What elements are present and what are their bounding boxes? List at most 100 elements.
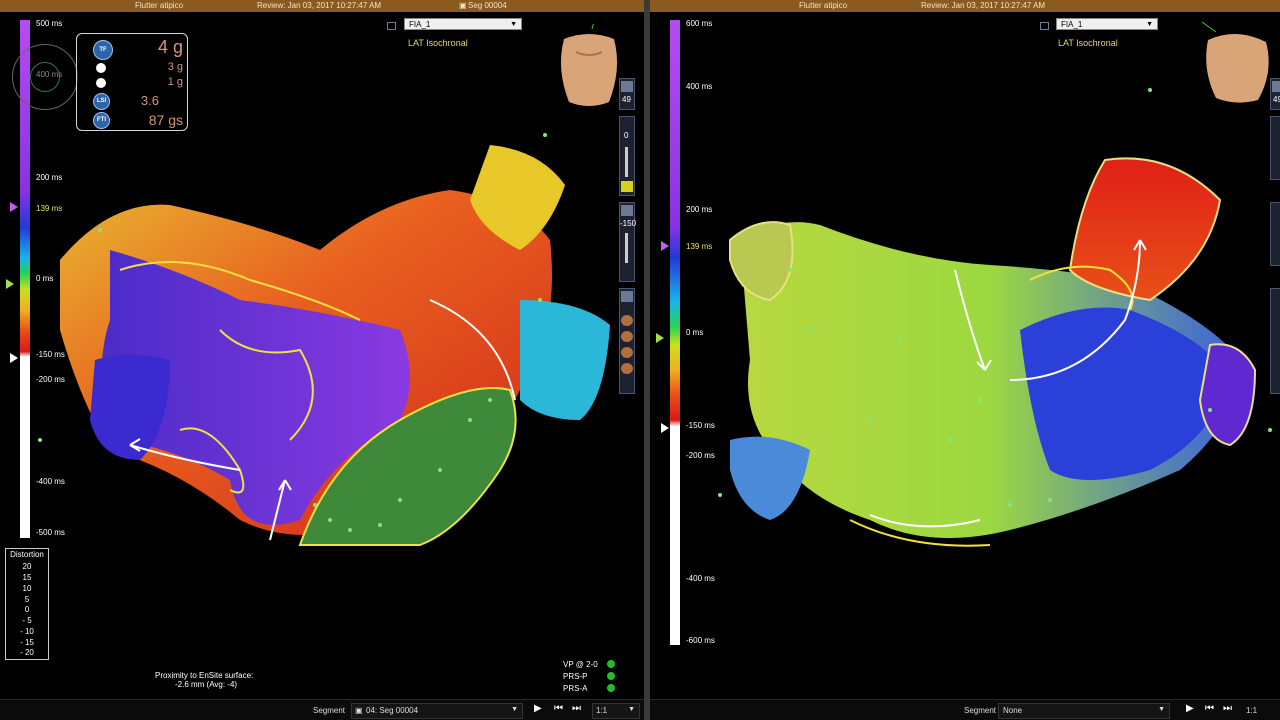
right-anatomy-map[interactable]: [650, 0, 1280, 720]
segment-label: Segment: [313, 706, 346, 715]
zoom-value[interactable]: 1:1: [1246, 706, 1258, 715]
scale-marker-upper[interactable]: [10, 202, 18, 212]
step-forward-icon[interactable]: ⏭: [1223, 703, 1232, 714]
avatar-icon-1[interactable]: [621, 315, 633, 326]
depth-slider[interactable]: [1270, 116, 1280, 180]
avatar-icon-2[interactable]: [621, 331, 633, 342]
map-select-checkbox-icon[interactable]: [387, 22, 396, 30]
mountain-icon[interactable]: [1272, 81, 1280, 92]
map-select-value: FIA_1: [1061, 20, 1083, 29]
left-viewport[interactable]: Flutter atipico Review: Jan 03, 2017 10:…: [0, 0, 644, 720]
distortion-minus15: - 15: [20, 638, 34, 647]
activation-arrow-3: [269, 479, 292, 541]
scale-marker-zero[interactable]: [656, 333, 664, 343]
lateral-force-value: 3 g: [167, 61, 183, 73]
blue-region: [1020, 307, 1230, 480]
offset-slider[interactable]: -150: [619, 202, 636, 282]
depth-slider-value: 0: [624, 131, 629, 140]
left-vein-ostium: [729, 221, 794, 302]
distortion-5: 5: [24, 595, 30, 604]
distortion-title: Distortion: [10, 550, 44, 559]
segment-icon: ▣: [459, 1, 467, 10]
avatar-icon-3[interactable]: [621, 347, 633, 358]
scale-marker-lower[interactable]: [661, 423, 669, 433]
step-forward-icon[interactable]: ⏭: [572, 703, 581, 714]
slider-handle-2[interactable]: [625, 233, 628, 263]
step-back-icon[interactable]: ⏮: [1205, 703, 1214, 714]
contact-force-panel: TF 4 g 3 g 1 g LSI 3.6 FTI 87 gs: [76, 33, 188, 131]
scale-tick-minus150: -150 ms: [36, 350, 65, 359]
lat-color-scale[interactable]: [20, 20, 30, 538]
segment-dropdown[interactable]: None ▼: [998, 703, 1170, 719]
distortion-minus20: - 20: [20, 648, 34, 657]
activation-arrow-1: [129, 438, 241, 471]
pin-icon[interactable]: [621, 291, 633, 302]
scale-tick-minus600: -600 ms: [686, 636, 715, 645]
distortion-0: 0: [24, 605, 30, 614]
torso-icon[interactable]: [544, 24, 634, 114]
scale-tick-200: 200 ms: [686, 205, 713, 214]
status-prs-p: PRS-P: [563, 672, 588, 681]
lock-icon[interactable]: [621, 181, 633, 192]
scale-marker-zero[interactable]: [6, 279, 14, 289]
map-select-dropdown[interactable]: FIA_1 ▼: [1056, 18, 1158, 30]
fti-icon: FTI: [93, 112, 110, 129]
led-icon: [607, 684, 615, 692]
step-back-icon[interactable]: ⏮: [554, 703, 563, 714]
toolbar-count: 49: [622, 95, 631, 104]
shortcut-toolbar: [619, 288, 635, 394]
segment-dropdown-value: None: [1003, 706, 1023, 715]
appendage-top: [470, 145, 565, 250]
scale-tick-minus200: -200 ms: [36, 375, 65, 384]
scale-tick-minus150: -150 ms: [686, 421, 715, 430]
pane-divider[interactable]: [644, 0, 650, 720]
scale-tick-0: 0 ms: [36, 274, 54, 283]
map-select-checkbox-icon[interactable]: [1040, 22, 1049, 30]
right-header-bar: Flutter atipico Review: Jan 03, 2017 10:…: [650, 0, 1280, 12]
lateral-force-icon: [96, 63, 106, 73]
slider-handle[interactable]: [625, 147, 628, 177]
left-anatomy-map[interactable]: [0, 0, 644, 720]
scale-tick-minus400: -400 ms: [686, 574, 715, 583]
depth-slider[interactable]: 0: [619, 116, 635, 196]
zoom-dropdown[interactable]: 1:1 ▼: [592, 703, 640, 719]
scale-tick-0: 0 ms: [686, 328, 704, 337]
navigation-crosshair-inner: [30, 62, 60, 92]
right-viewport[interactable]: Flutter atipico Review: Jan 03, 2017 10:…: [650, 0, 1280, 720]
segment-dropdown-value: 04: Seg 00004: [366, 706, 419, 715]
header-segment: Seg 00004: [468, 1, 507, 10]
lsi-row: LSI 3.6: [93, 93, 183, 110]
avatar-icon-4[interactable]: [621, 363, 633, 374]
green-ablation-region: [298, 387, 517, 546]
lat-color-scale[interactable]: [670, 20, 680, 645]
mapping-points: [718, 88, 1272, 507]
offset-slider[interactable]: [1270, 202, 1280, 266]
red-appendage: [1068, 157, 1222, 302]
right-vein: [520, 300, 610, 420]
mountain-icon[interactable]: [621, 81, 633, 92]
torso-icon[interactable]: [1196, 22, 1276, 112]
activation-arrow-2: [429, 299, 516, 401]
scale-marker-upper[interactable]: [661, 241, 669, 251]
segment-dropdown[interactable]: ▣ 04: Seg 00004 ▼: [351, 703, 523, 719]
axial-force-value: 1 g: [167, 76, 183, 88]
right-bottom-bar: Segment None ▼ ▶ ⏮ ⏭ 1:1: [650, 699, 1280, 720]
scale-icon[interactable]: [621, 205, 633, 216]
map-type-label: LAT Isochronal: [408, 38, 468, 48]
map-select-dropdown[interactable]: FIA_1 ▼: [404, 18, 522, 30]
fti-value: 87 gs: [148, 112, 183, 128]
distortion-20: 20: [22, 562, 32, 571]
tf-value: 4 g: [157, 37, 183, 57]
scale-tick-600: 600 ms: [686, 19, 713, 28]
play-icon[interactable]: ▶: [1186, 703, 1194, 714]
scale-marker-lower[interactable]: [10, 353, 18, 363]
lsi-icon: LSI: [93, 93, 110, 110]
map-select-value: FIA_1: [409, 20, 431, 29]
study-name: Flutter atipico: [135, 1, 184, 10]
review-timestamp: Review: Jan 03, 2017 10:27:47 AM: [257, 1, 382, 10]
scale-tick-400: 400 ms: [686, 82, 713, 91]
play-icon[interactable]: ▶: [534, 703, 542, 714]
scale-tick-500: 500 ms: [36, 19, 63, 28]
dropdown-chevron-icon: ▼: [628, 706, 635, 713]
dropdown-chevron-icon: ▼: [1146, 21, 1153, 28]
